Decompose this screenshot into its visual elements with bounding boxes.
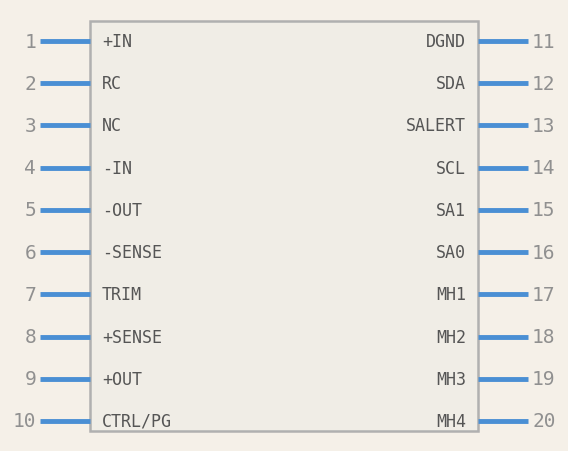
Text: +IN: +IN: [102, 33, 132, 51]
Text: 13: 13: [532, 117, 556, 136]
Text: SDA: SDA: [436, 75, 466, 93]
Text: MH3: MH3: [436, 370, 466, 388]
Text: MH4: MH4: [436, 412, 466, 430]
Text: 5: 5: [24, 201, 36, 220]
Text: -OUT: -OUT: [102, 202, 142, 219]
Text: +SENSE: +SENSE: [102, 328, 162, 346]
Text: 15: 15: [532, 201, 556, 220]
Text: 12: 12: [532, 74, 556, 93]
Text: RC: RC: [102, 75, 122, 93]
Text: CTRL/PG: CTRL/PG: [102, 412, 172, 430]
Text: 19: 19: [532, 369, 556, 388]
Text: 11: 11: [532, 32, 556, 51]
Text: 18: 18: [532, 327, 556, 346]
Text: 9: 9: [24, 369, 36, 388]
Text: 16: 16: [532, 243, 556, 262]
Text: -SENSE: -SENSE: [102, 244, 162, 262]
Text: SCL: SCL: [436, 159, 466, 177]
Text: NC: NC: [102, 117, 122, 135]
Text: 2: 2: [24, 74, 36, 93]
Text: -IN: -IN: [102, 159, 132, 177]
Text: 7: 7: [24, 285, 36, 304]
Text: MH2: MH2: [436, 328, 466, 346]
Text: SA0: SA0: [436, 244, 466, 262]
Text: 3: 3: [24, 117, 36, 136]
Text: 4: 4: [24, 159, 36, 178]
Text: TRIM: TRIM: [102, 285, 142, 304]
Text: MH1: MH1: [436, 285, 466, 304]
Text: 1: 1: [24, 32, 36, 51]
Text: 8: 8: [24, 327, 36, 346]
Text: 20: 20: [532, 412, 556, 431]
Text: 10: 10: [12, 412, 36, 431]
Text: +OUT: +OUT: [102, 370, 142, 388]
Text: DGND: DGND: [426, 33, 466, 51]
Bar: [90, 22, 478, 431]
Text: 14: 14: [532, 159, 556, 178]
Text: SALERT: SALERT: [406, 117, 466, 135]
Text: 6: 6: [24, 243, 36, 262]
Text: 17: 17: [532, 285, 556, 304]
Text: SA1: SA1: [436, 202, 466, 219]
